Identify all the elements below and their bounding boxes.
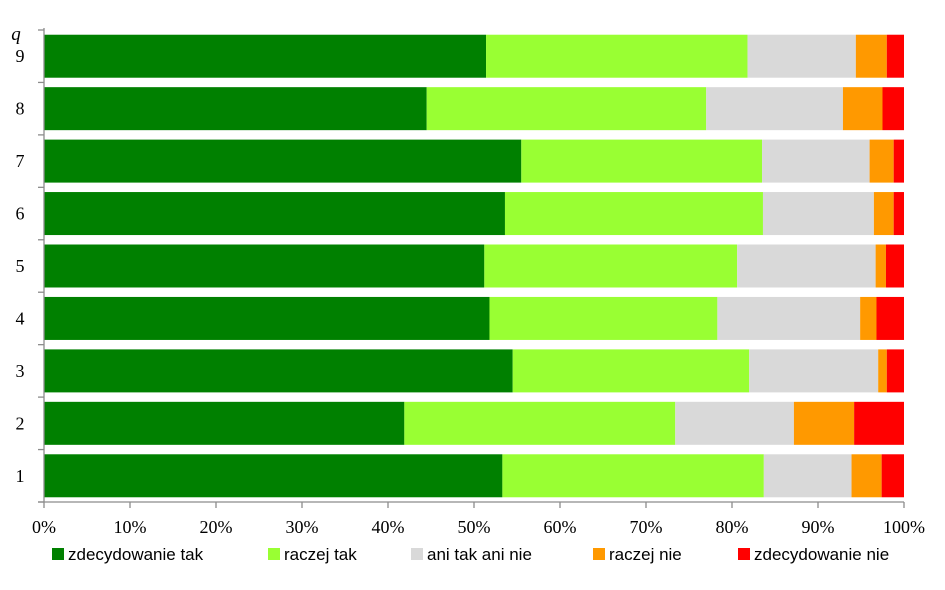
bar-segment-q4-series-3 <box>717 296 861 340</box>
bar-segment-q1-series-4 <box>851 454 882 498</box>
x-tick-label-6: 60% <box>544 517 577 537</box>
bar-segment-q4-series-4 <box>860 296 877 340</box>
bar-segment-q2-series-4 <box>793 401 855 445</box>
bar-segment-q7-series-5 <box>893 139 904 183</box>
bar-segment-q7-series-4 <box>869 139 894 183</box>
bar-segment-q6-series-3 <box>762 192 874 236</box>
bar-segment-q4-series-2 <box>489 296 718 340</box>
bar-segment-q5-series-3 <box>737 244 876 288</box>
bar-segment-q3-series-2 <box>512 349 750 393</box>
x-tick-label-5: 50% <box>458 517 491 537</box>
bar-segment-q8-series-3 <box>706 87 843 131</box>
x-tick-label-10: 100% <box>883 517 925 537</box>
y-tick-label-8: 8 <box>16 99 25 119</box>
legend-label-5: zdecydowanie nie <box>754 545 889 564</box>
bar-segment-q9-series-1 <box>44 34 487 78</box>
x-tick-label-2: 20% <box>200 517 233 537</box>
bar-segment-q8-series-2 <box>426 87 707 131</box>
legend-label-4: raczej nie <box>609 545 682 564</box>
bar-segment-q6-series-5 <box>893 192 904 236</box>
bar-segment-q4-series-1 <box>44 296 490 340</box>
bar-segment-q8-series-4 <box>842 87 883 131</box>
y-tick-label-7: 7 <box>16 151 25 171</box>
legend-label-3: ani tak ani nie <box>427 545 532 564</box>
bar-segment-q2-series-1 <box>44 401 405 445</box>
legend-swatch-4 <box>593 548 605 560</box>
bar-segment-q2-series-2 <box>404 401 676 445</box>
bar-segment-q6-series-2 <box>504 192 763 236</box>
y-tick-label-5: 5 <box>16 256 25 276</box>
legend-label-1: zdecydowanie tak <box>68 545 204 564</box>
bar-segment-q9-series-4 <box>855 34 887 78</box>
bar-segment-q1-series-3 <box>763 454 852 498</box>
bar-segment-q6-series-1 <box>44 192 505 236</box>
bars-layer <box>44 34 904 498</box>
legend-swatch-3 <box>411 548 423 560</box>
bar-segment-q2-series-3 <box>675 401 794 445</box>
legend-swatch-5 <box>738 548 750 560</box>
y-tick-label-9: 9 <box>16 46 25 66</box>
y-tick-label-6: 6 <box>16 204 25 224</box>
bar-segment-q5-series-2 <box>484 244 738 288</box>
bar-segment-q6-series-4 <box>873 192 894 236</box>
bar-segment-q1-series-2 <box>502 454 764 498</box>
y-tick-label-1: 1 <box>16 466 25 486</box>
y-tick-label-4: 4 <box>16 308 25 328</box>
y-tick-label-2: 2 <box>16 413 25 433</box>
bar-segment-q3-series-1 <box>44 349 513 393</box>
legend: zdecydowanie tak raczej tak ani tak ani ni… <box>52 545 889 564</box>
axes-layer <box>38 28 904 503</box>
bar-segment-q2-series-5 <box>854 401 904 445</box>
bar-segment-q5-series-5 <box>885 244 904 288</box>
x-tick-label-8: 80% <box>716 517 749 537</box>
y-axis-title: q <box>11 24 21 45</box>
bar-segment-q1-series-1 <box>44 454 503 498</box>
x-tick-label-0: 0% <box>32 517 56 537</box>
bar-segment-q9-series-3 <box>747 34 856 78</box>
bar-segment-q5-series-4 <box>875 244 886 288</box>
x-tick-label-1: 10% <box>114 517 147 537</box>
x-tick-label-3: 30% <box>286 517 319 537</box>
bar-segment-q7-series-3 <box>762 139 870 183</box>
bar-segment-q7-series-2 <box>521 139 763 183</box>
y-tick-label-3: 3 <box>16 361 25 381</box>
bar-segment-q9-series-2 <box>486 34 748 78</box>
x-tick-label-9: 90% <box>802 517 835 537</box>
legend-swatch-1 <box>52 548 64 560</box>
bar-segment-q4-series-5 <box>876 296 904 340</box>
bar-segment-q8-series-1 <box>44 87 427 131</box>
bar-segment-q3-series-5 <box>886 349 904 393</box>
legend-label-2: raczej tak <box>284 545 357 564</box>
bar-segment-q1-series-5 <box>881 454 904 498</box>
legend-swatch-2 <box>268 548 280 560</box>
bar-segment-q3-series-4 <box>878 349 887 393</box>
bar-segment-q8-series-5 <box>882 87 904 131</box>
bar-segment-q7-series-1 <box>44 139 522 183</box>
x-tick-label-4: 40% <box>372 517 405 537</box>
bar-segment-q9-series-5 <box>886 34 904 78</box>
bar-segment-q5-series-1 <box>44 244 485 288</box>
x-tick-label-7: 70% <box>630 517 663 537</box>
bar-segment-q3-series-3 <box>749 349 879 393</box>
